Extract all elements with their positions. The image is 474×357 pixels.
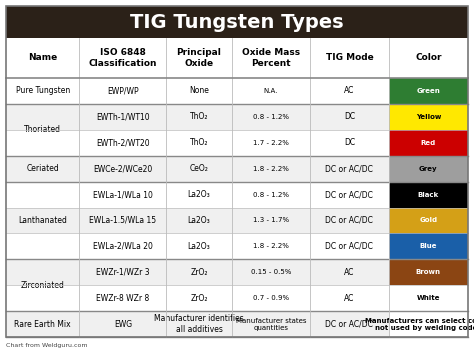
Text: Gold: Gold — [419, 217, 438, 223]
Bar — [6, 78, 468, 104]
Bar — [6, 104, 468, 130]
Text: Lanthanated: Lanthanated — [18, 216, 67, 225]
Text: ZrO₂: ZrO₂ — [190, 268, 208, 277]
Text: Manufacturer states
quantities: Manufacturer states quantities — [236, 317, 306, 331]
Bar — [389, 130, 468, 156]
Text: EWZr-1/WZr 3: EWZr-1/WZr 3 — [96, 268, 150, 277]
Text: EWTh-2/WT20: EWTh-2/WT20 — [96, 138, 150, 147]
Text: 0.15 - 0.5%: 0.15 - 0.5% — [251, 269, 291, 275]
Text: La2O₃: La2O₃ — [188, 242, 210, 251]
Text: Grey: Grey — [419, 166, 438, 172]
Text: Principal
Oxide: Principal Oxide — [177, 48, 221, 68]
Text: DC or AC/DC: DC or AC/DC — [326, 164, 374, 173]
Text: ISO 6848
Classification: ISO 6848 Classification — [89, 48, 157, 68]
Bar — [389, 78, 468, 104]
Text: EWLa-1.5/WLa 15: EWLa-1.5/WLa 15 — [89, 216, 156, 225]
Text: DC: DC — [344, 112, 355, 121]
Bar — [6, 6, 468, 38]
Text: Brown: Brown — [416, 269, 441, 275]
Bar — [6, 207, 468, 233]
Text: N.A.: N.A. — [264, 88, 278, 94]
Text: EWCe-2/WCe20: EWCe-2/WCe20 — [93, 164, 153, 173]
Bar — [389, 259, 468, 285]
Text: Color: Color — [415, 54, 442, 62]
Text: EWLa-1/WLa 10: EWLa-1/WLa 10 — [93, 190, 153, 199]
Text: 1.3 - 1.7%: 1.3 - 1.7% — [253, 217, 289, 223]
Text: Name: Name — [28, 54, 57, 62]
Text: 0.8 - 1.2%: 0.8 - 1.2% — [253, 114, 289, 120]
Bar — [389, 182, 468, 207]
Text: Manufacturer identifies
all additives: Manufacturer identifies all additives — [154, 315, 244, 334]
Text: Chart from Weldguru.com: Chart from Weldguru.com — [6, 343, 88, 348]
Text: None: None — [189, 86, 209, 95]
Text: Thoriated: Thoriated — [24, 125, 61, 134]
Text: ThO₂: ThO₂ — [190, 138, 208, 147]
Text: CeO₂: CeO₂ — [190, 164, 209, 173]
Text: 1.8 - 2.2%: 1.8 - 2.2% — [253, 166, 289, 172]
Text: La2O₃: La2O₃ — [188, 190, 210, 199]
Text: White: White — [417, 295, 440, 301]
Text: DC or AC/DC: DC or AC/DC — [326, 242, 374, 251]
Text: 1.7 - 2.2%: 1.7 - 2.2% — [253, 140, 289, 146]
Text: EWZr-8 WZr 8: EWZr-8 WZr 8 — [96, 294, 149, 303]
Bar — [389, 311, 468, 337]
Text: TIG Tungsten Types: TIG Tungsten Types — [130, 12, 344, 31]
Bar — [6, 38, 468, 78]
Bar — [6, 156, 468, 182]
Bar — [6, 259, 468, 285]
Text: DC or AC/DC: DC or AC/DC — [326, 216, 374, 225]
Text: AC: AC — [344, 86, 355, 95]
Bar — [389, 207, 468, 233]
Text: DC or AC/DC: DC or AC/DC — [326, 190, 374, 199]
Text: Oxide Mass
Percent: Oxide Mass Percent — [242, 48, 300, 68]
Text: La2O₃: La2O₃ — [188, 216, 210, 225]
Text: Green: Green — [417, 88, 440, 94]
Text: Pure Tungsten: Pure Tungsten — [16, 86, 70, 95]
Bar — [389, 233, 468, 259]
Text: ZrO₂: ZrO₂ — [190, 294, 208, 303]
Text: Yellow: Yellow — [416, 114, 441, 120]
Bar — [6, 285, 468, 311]
Text: Zirconiated: Zirconiated — [21, 281, 64, 290]
Bar — [389, 104, 468, 130]
Text: AC: AC — [344, 294, 355, 303]
Text: Blue: Blue — [419, 243, 437, 249]
Text: EWLa-2/WLa 20: EWLa-2/WLa 20 — [93, 242, 153, 251]
Text: DC or AC/DC: DC or AC/DC — [326, 320, 374, 328]
Bar — [389, 285, 468, 311]
Text: ThO₂: ThO₂ — [190, 112, 208, 121]
Text: EWG: EWG — [114, 320, 132, 328]
Text: Black: Black — [418, 192, 439, 197]
Text: TIG Mode: TIG Mode — [326, 54, 373, 62]
Text: EWP/WP: EWP/WP — [107, 86, 139, 95]
Text: AC: AC — [344, 268, 355, 277]
Text: Rare Earth Mix: Rare Earth Mix — [14, 320, 71, 328]
Text: EWTh-1/WT10: EWTh-1/WT10 — [96, 112, 150, 121]
Text: 1.8 - 2.2%: 1.8 - 2.2% — [253, 243, 289, 249]
Text: Ceriated: Ceriated — [27, 164, 59, 173]
Bar — [389, 156, 468, 182]
Text: Red: Red — [421, 140, 436, 146]
Text: DC: DC — [344, 138, 355, 147]
Bar — [6, 233, 468, 259]
Bar — [6, 182, 468, 207]
Text: Manufacturers can select colors
not used by welding codes: Manufacturers can select colors not used… — [365, 317, 474, 331]
Bar — [6, 130, 468, 156]
Text: 0.7 - 0.9%: 0.7 - 0.9% — [253, 295, 289, 301]
Text: 0.8 - 1.2%: 0.8 - 1.2% — [253, 192, 289, 197]
Bar — [6, 311, 468, 337]
